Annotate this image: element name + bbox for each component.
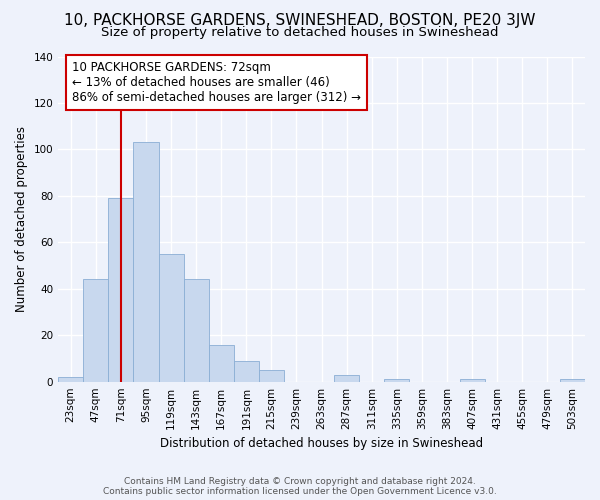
Bar <box>234 361 259 382</box>
Bar <box>385 380 409 382</box>
Bar <box>560 380 585 382</box>
Bar <box>158 254 184 382</box>
Text: Size of property relative to detached houses in Swineshead: Size of property relative to detached ho… <box>101 26 499 39</box>
Text: 10, PACKHORSE GARDENS, SWINESHEAD, BOSTON, PE20 3JW: 10, PACKHORSE GARDENS, SWINESHEAD, BOSTO… <box>64 12 536 28</box>
Bar <box>460 380 485 382</box>
Y-axis label: Number of detached properties: Number of detached properties <box>15 126 28 312</box>
X-axis label: Distribution of detached houses by size in Swineshead: Distribution of detached houses by size … <box>160 437 483 450</box>
Text: 10 PACKHORSE GARDENS: 72sqm
← 13% of detached houses are smaller (46)
86% of sem: 10 PACKHORSE GARDENS: 72sqm ← 13% of det… <box>72 61 361 104</box>
Bar <box>58 377 83 382</box>
Bar <box>184 280 209 382</box>
Bar <box>109 198 133 382</box>
Bar <box>83 280 109 382</box>
Bar <box>209 344 234 382</box>
Text: Contains HM Land Registry data © Crown copyright and database right 2024.
Contai: Contains HM Land Registry data © Crown c… <box>103 476 497 496</box>
Bar <box>259 370 284 382</box>
Bar <box>133 142 158 382</box>
Bar <box>334 374 359 382</box>
